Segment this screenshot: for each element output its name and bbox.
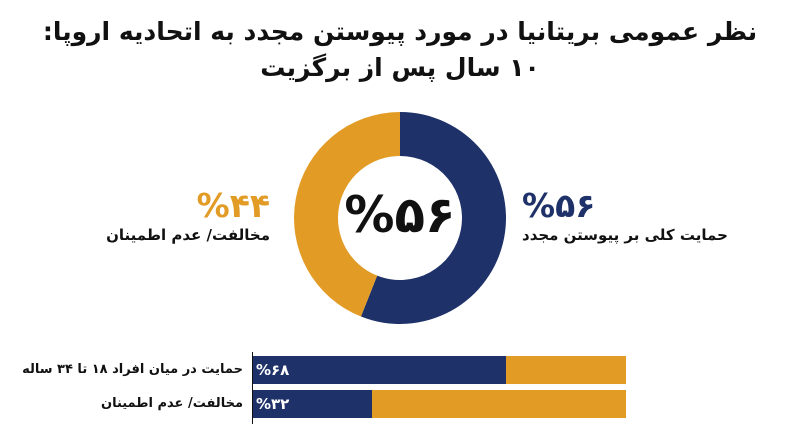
bar-row-youth-support: %۶۸ [252, 356, 626, 384]
bar-segment-remainder [371, 390, 626, 418]
chart-title-line1: نظر عمومی بریتانیا در مورد پیوستن مجدد ب… [42, 17, 758, 46]
donut-chart [294, 112, 507, 324]
donut-center-percentage: %۵۶ [344, 186, 456, 244]
bar-row-oppose: %۳۲ [252, 390, 626, 418]
chart-title-line2: ۱۰ سال پس از برگزیت [260, 53, 540, 82]
bar-row-label-oppose: مخالفت/ عدم اطمینان [100, 396, 243, 411]
bar-row-label-youth-support: حمایت در میان افراد ۱۸ تا ۳۴ ساله [22, 362, 243, 377]
donut-slice-oppose [294, 112, 400, 317]
bar-segment-support: %۶۸ [252, 356, 507, 384]
support-label: حمایت کلی بر پیوستن مجدد [522, 226, 728, 244]
bar-value-label: %۶۸ [256, 361, 290, 379]
bar-value-label: %۳۲ [256, 395, 290, 413]
bar-segment-remainder [506, 356, 626, 384]
donut-slice-support [360, 112, 507, 324]
oppose-label: مخالفت/ عدم اطمینان [106, 226, 270, 244]
support-percentage: %۵۶ [522, 186, 596, 225]
chart-title: نظر عمومی بریتانیا در مورد پیوستن مجدد ب… [0, 14, 800, 86]
bar-segment-oppose: %۳۲ [252, 390, 372, 418]
oppose-percentage: %۴۴ [196, 186, 270, 225]
bar-axis-line [252, 352, 253, 424]
